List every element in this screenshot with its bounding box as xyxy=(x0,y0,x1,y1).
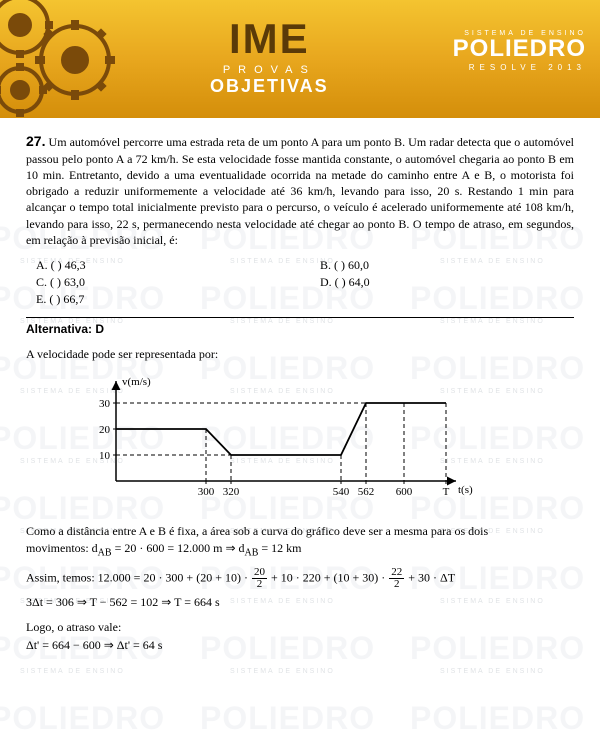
frac: 222 xyxy=(389,567,404,590)
ime-block: IME PROVAS OBJETIVAS xyxy=(210,18,329,97)
sol-line2: Assim, temos: 12.000 = 20 · 300 + (20 + … xyxy=(26,567,574,590)
question-text: Um automóvel percorre uma estrada reta d… xyxy=(26,135,574,247)
sub: AB xyxy=(245,548,259,559)
poliedro-block: SISTEMA DE ENSINO POLIEDRO RESOLVE 2013 xyxy=(453,30,586,72)
t: = 12 km xyxy=(258,541,301,555)
t: + 30 · ΔT xyxy=(405,570,455,584)
content: 27. Um automóvel percorre uma estrada re… xyxy=(0,118,600,664)
sol-line5: Δt' = 664 − 600 ⇒ Δt' = 64 s xyxy=(26,637,574,654)
wm-s: SISTEMA DE ENSINO xyxy=(440,668,600,675)
velocity-graph: v(m/s) t(s) 10 20 30 300 320 540 562 600 T xyxy=(26,371,574,516)
svg-text:t(s): t(s) xyxy=(458,484,473,496)
t: + 10 · 220 + (10 + 30) · xyxy=(268,570,388,584)
svg-text:T: T xyxy=(443,486,450,498)
choice-a: A. ( ) 46,3 xyxy=(36,258,290,273)
svg-text:320: 320 xyxy=(223,486,240,498)
t: = 20 · 600 = 12.000 m ⇒ d xyxy=(112,541,245,555)
solution: A velocidade pode ser representada por: … xyxy=(26,346,574,654)
svg-text:10: 10 xyxy=(99,450,111,462)
ime-provas: PROVAS xyxy=(210,64,329,76)
svg-text:300: 300 xyxy=(198,486,215,498)
choice-d: D. ( ) 64,0 xyxy=(320,275,574,290)
divider xyxy=(26,317,574,318)
sol-line1: Como a distância entre A e B é fixa, a á… xyxy=(26,523,574,561)
choice-b: B. ( ) 60,0 xyxy=(320,258,574,273)
header-banner: IME PROVAS OBJETIVAS SISTEMA DE ENSINO P… xyxy=(0,0,600,118)
svg-text:540: 540 xyxy=(333,486,350,498)
choice-e: E. ( ) 66,7 xyxy=(36,292,290,307)
wm: POLIEDRO xyxy=(410,700,600,737)
t: Assim, temos: 12.000 = 20 · 300 + (20 + … xyxy=(26,570,251,584)
choices: A. ( ) 46,3 B. ( ) 60,0 C. ( ) 63,0 D. (… xyxy=(26,258,574,307)
frac: 202 xyxy=(252,567,267,590)
choice-c: C. ( ) 63,0 xyxy=(36,275,290,290)
question-block: 27. Um automóvel percorre uma estrada re… xyxy=(26,132,574,248)
svg-text:30: 30 xyxy=(99,398,111,410)
gears-icon xyxy=(0,0,160,120)
sol-line4: Logo, o atraso vale: xyxy=(26,619,574,636)
question-number: 27. xyxy=(26,133,45,149)
sol-line3: 3Δt = 306 ⇒ T − 562 = 102 ⇒ T = 664 s xyxy=(26,594,574,611)
ime-objetivas: OBJETIVAS xyxy=(210,76,329,97)
svg-text:562: 562 xyxy=(358,486,375,498)
svg-text:20: 20 xyxy=(99,424,111,436)
poli-logo: POLIEDRO xyxy=(453,37,586,61)
sol-intro: A velocidade pode ser representada por: xyxy=(26,346,574,363)
ime-title: IME xyxy=(210,18,329,60)
poli-resolve: RESOLVE 2013 xyxy=(453,63,586,72)
t: Como a distância entre A e B é fixa, a á… xyxy=(26,524,488,538)
alternative: Alternativa: D xyxy=(26,322,574,336)
sub: AB xyxy=(98,548,112,559)
svg-text:600: 600 xyxy=(396,486,413,498)
svg-text:v(m/s): v(m/s) xyxy=(122,376,151,388)
t: movimentos: d xyxy=(26,541,98,555)
